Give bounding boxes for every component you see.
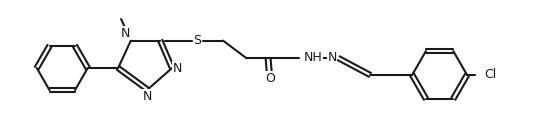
- Text: NH: NH: [304, 51, 322, 64]
- Text: Cl: Cl: [485, 68, 497, 81]
- Text: N: N: [121, 27, 130, 40]
- Text: S: S: [194, 34, 201, 47]
- Text: N: N: [143, 90, 152, 103]
- Text: N: N: [327, 51, 337, 64]
- Text: N: N: [173, 62, 182, 74]
- Text: O: O: [265, 72, 275, 85]
